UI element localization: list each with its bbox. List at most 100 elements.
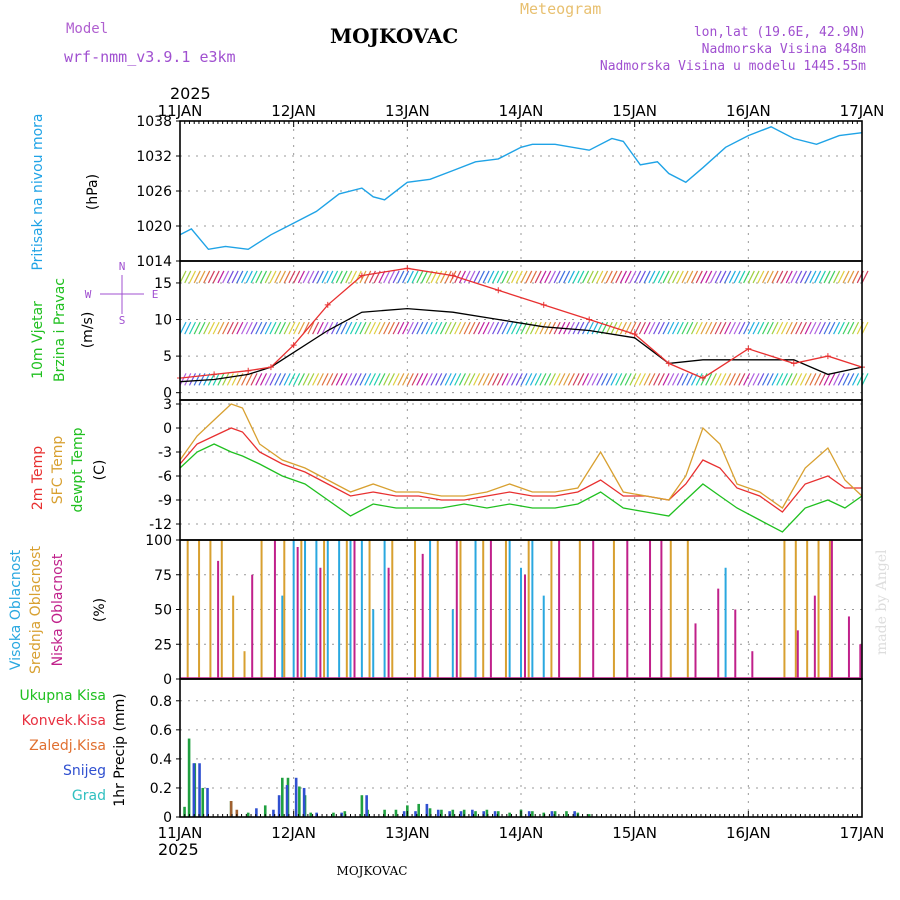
- wind-barb: [515, 321, 523, 335]
- wind-barb: [487, 270, 495, 284]
- wind-barb: [539, 373, 547, 386]
- precip-bar: [255, 808, 258, 817]
- compass-e: E: [152, 288, 159, 301]
- wind-barb: [785, 270, 793, 284]
- wind-barb: [799, 321, 807, 335]
- precip-bar: [553, 811, 557, 817]
- wind-barb: [307, 321, 315, 335]
- footer-station: MOJKOVAC: [337, 864, 408, 878]
- precip-bar: [340, 812, 343, 817]
- wind-barb: [634, 270, 642, 284]
- wind-barb: [226, 373, 234, 386]
- wind-barb: [577, 373, 585, 386]
- wind-barb: [586, 321, 594, 335]
- wind-barb: [667, 321, 675, 335]
- wind-barb: [738, 270, 746, 284]
- wind-barb: [653, 270, 661, 284]
- wind-barb: [558, 373, 566, 386]
- wind-barb: [454, 321, 462, 335]
- wind-barb: [378, 321, 386, 335]
- wind-unit: (m/s): [80, 312, 96, 349]
- wind-barb: [278, 321, 286, 335]
- wind-barb: [458, 321, 466, 335]
- precip-bar: [277, 795, 281, 817]
- precip-bar: [263, 805, 267, 817]
- wind-barb: [264, 270, 272, 284]
- wind-barb: [520, 373, 528, 386]
- pressure-line: [179, 126, 863, 251]
- wind-barb: [719, 373, 727, 386]
- wind-barb: [766, 373, 774, 386]
- model-label: Model: [66, 21, 108, 37]
- wind-barb: [458, 270, 466, 284]
- wind-barb: [719, 321, 727, 335]
- wind-barb: [463, 373, 471, 386]
- wind-barb: [387, 373, 395, 386]
- wind-barb: [321, 270, 329, 284]
- wind-barb: [288, 373, 296, 386]
- wind-barb: [269, 321, 277, 335]
- wind-barb: [847, 321, 855, 335]
- wind-barb: [179, 321, 187, 335]
- wind-barb: [733, 321, 741, 335]
- wind-barb: [496, 270, 504, 284]
- wind-barb: [657, 321, 665, 335]
- wind-barb: [634, 373, 642, 386]
- precip-bar: [201, 787, 205, 817]
- gust-marker: [790, 360, 797, 367]
- y-tick-label-wind: 10: [154, 313, 172, 329]
- compass-w: W: [85, 288, 92, 301]
- wind-barb: [203, 270, 211, 284]
- wind-barb: [312, 270, 320, 284]
- wind-barb: [482, 321, 490, 335]
- wind-ylabel-1: 10m Vjetar: [30, 301, 46, 379]
- wind-barb: [752, 373, 760, 386]
- y-tick-label-temperature: 0: [163, 421, 172, 437]
- wind-barb: [771, 373, 779, 386]
- wind-barb: [207, 270, 215, 284]
- gust-marker: [449, 272, 456, 279]
- wind-barb: [605, 270, 613, 284]
- precip-bar: [482, 811, 486, 817]
- wind-barb: [728, 321, 736, 335]
- x-tick-label-bottom: 14JAN: [499, 824, 544, 842]
- precip-bar: [462, 809, 466, 817]
- wind-barb: [288, 270, 296, 284]
- wind-barb: [638, 373, 646, 386]
- wind-barb: [757, 270, 765, 284]
- pressure-unit: (hPa): [85, 174, 101, 210]
- wind-barb: [638, 270, 646, 284]
- gust-marker: [245, 367, 252, 374]
- gust-marker: [358, 272, 365, 279]
- wind-barb: [226, 270, 234, 284]
- legend-grad: Grad: [72, 788, 106, 804]
- wind-barb: [349, 373, 358, 386]
- wind-barb: [785, 373, 793, 386]
- wind-barb: [212, 270, 220, 284]
- y-tick-label-cloud_cover: 75: [154, 568, 172, 584]
- wind-barb: [705, 270, 713, 284]
- wind-barb: [302, 373, 310, 386]
- x-tick-label-bottom: 13JAN: [385, 824, 430, 842]
- wind-barb: [600, 373, 609, 386]
- wind-barb: [624, 321, 632, 335]
- wind-barb: [567, 321, 575, 335]
- wind-barb: [548, 270, 556, 284]
- wind-barb: [799, 270, 807, 284]
- wind-barb: [179, 270, 187, 284]
- precip-bar: [285, 785, 289, 817]
- precip-bar: [365, 795, 368, 817]
- wind-barb: [619, 270, 627, 284]
- chart-marks: [177, 126, 869, 817]
- x-tick-label-top: 15JAN: [612, 102, 657, 120]
- wind-barb: [326, 270, 334, 284]
- wind-barb: [780, 270, 789, 284]
- wind-barb: [383, 321, 391, 335]
- wind-barb: [421, 270, 429, 284]
- wind-barb: [577, 270, 585, 284]
- precip-bar: [402, 811, 406, 817]
- wind-barb: [312, 373, 320, 386]
- precip-bar: [343, 811, 347, 817]
- wind-barb: [582, 373, 590, 386]
- wind-barb: [762, 373, 770, 386]
